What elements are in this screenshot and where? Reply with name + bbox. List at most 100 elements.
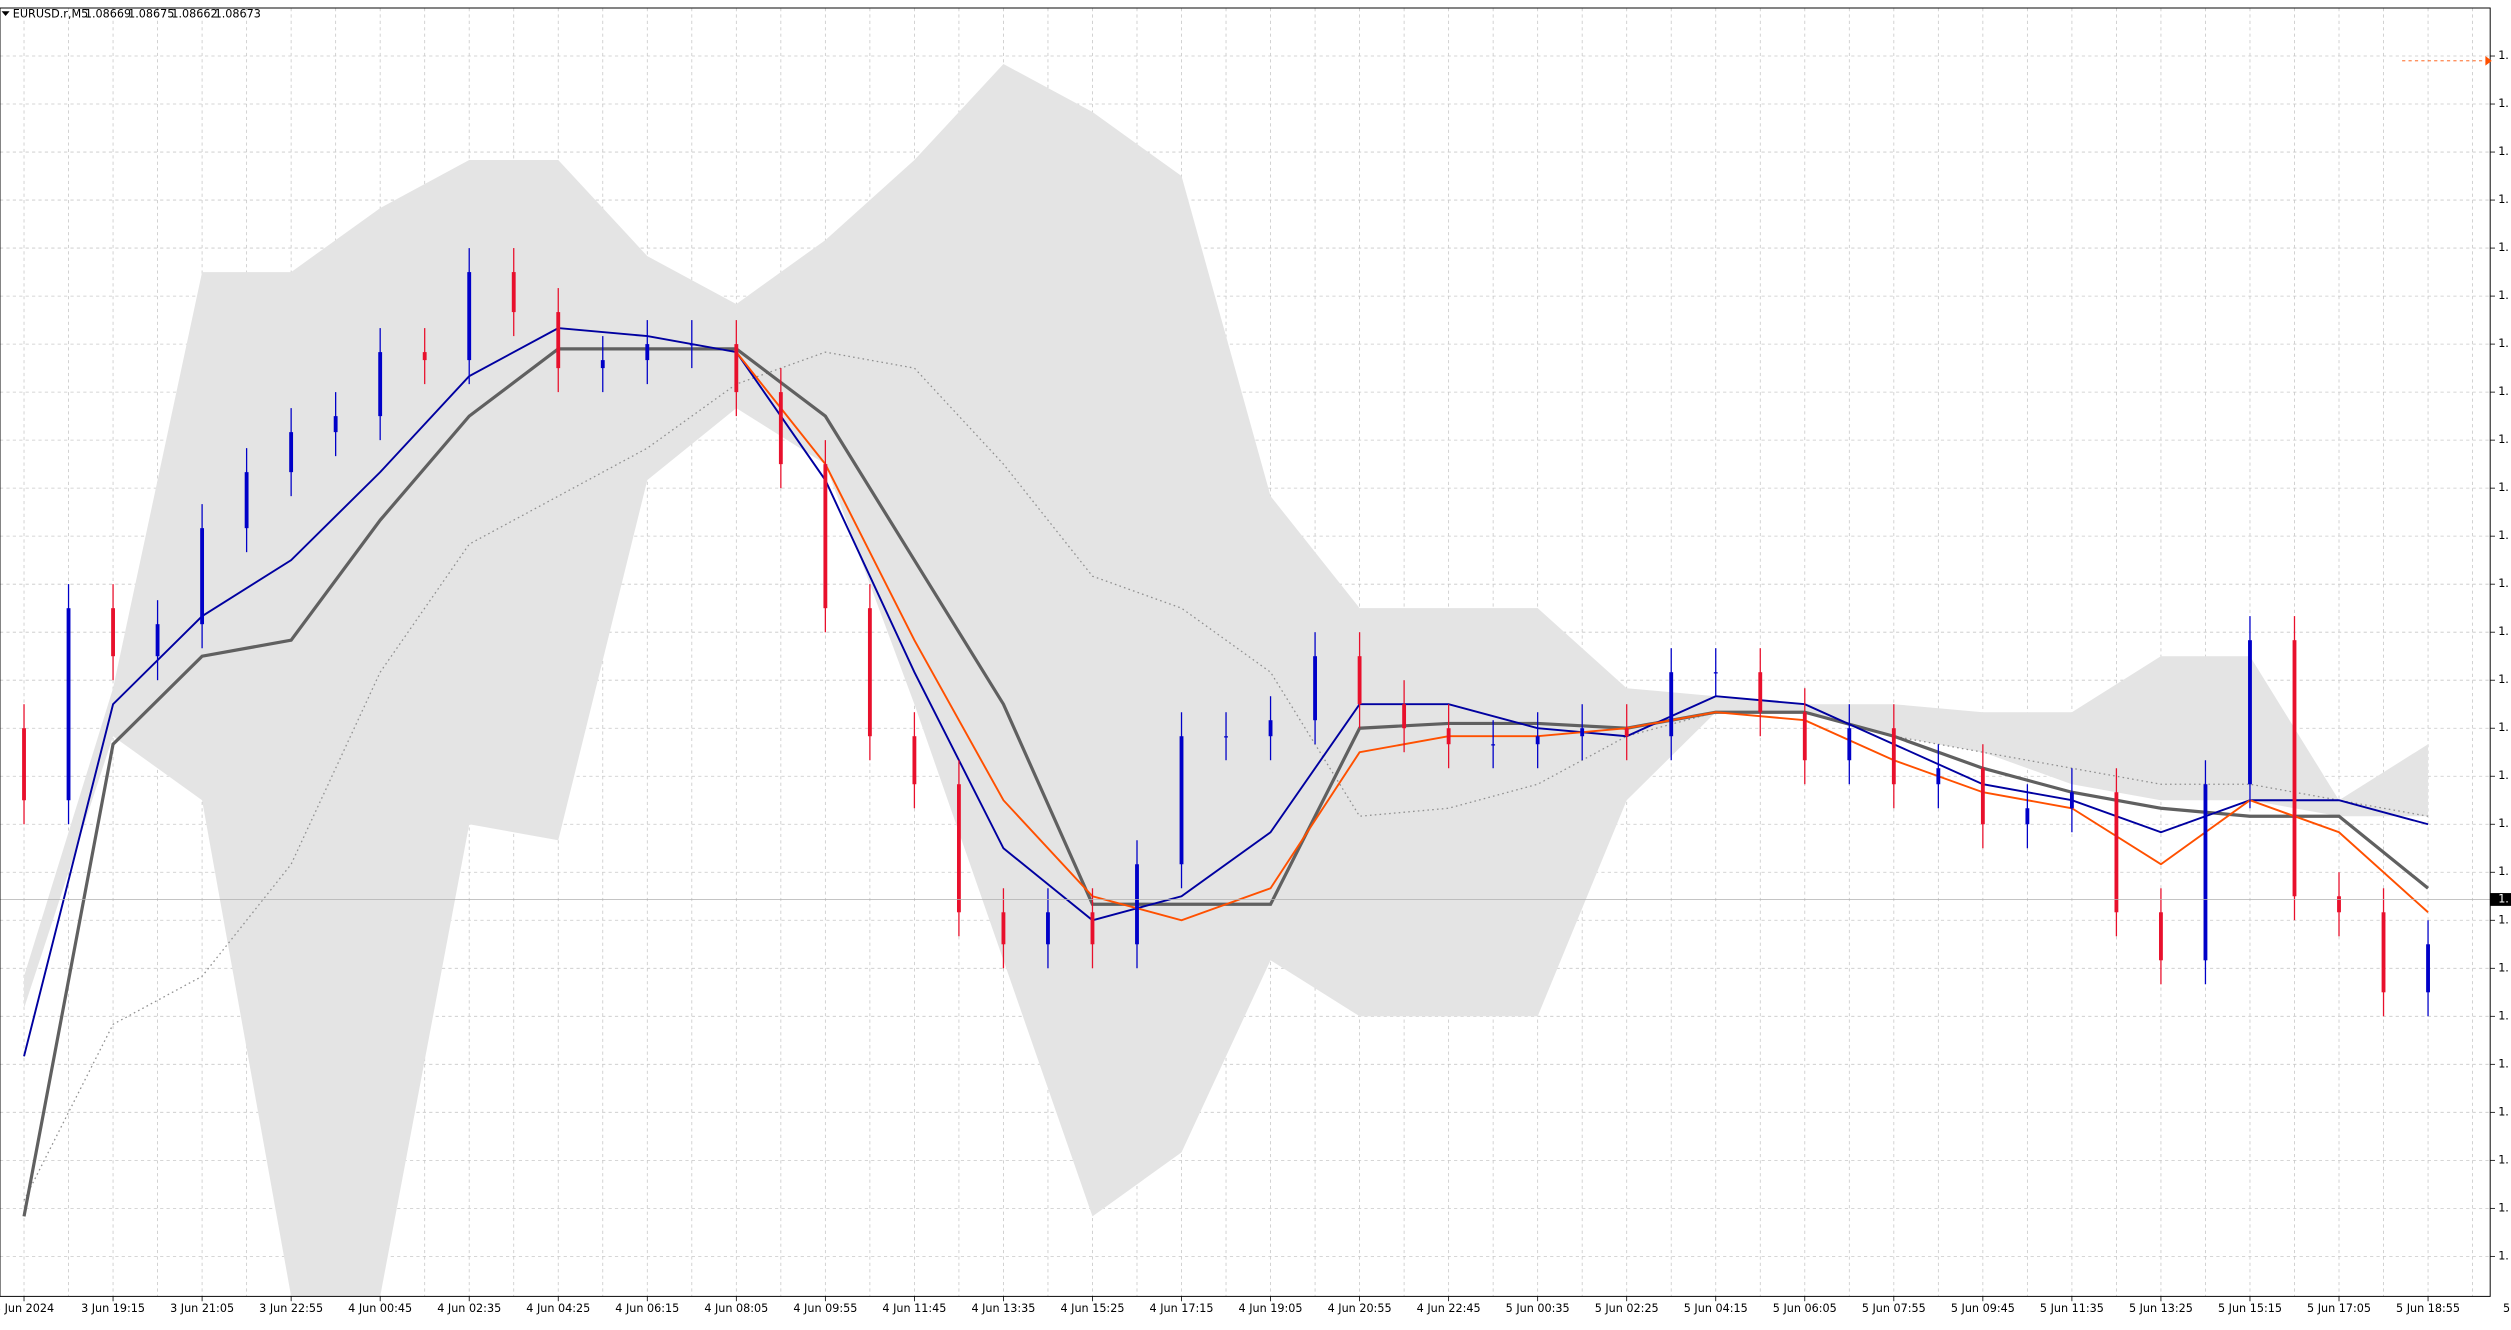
candle-body bbox=[2159, 912, 2163, 961]
candle-body bbox=[22, 728, 26, 801]
current-price-tag bbox=[2490, 893, 2511, 906]
candle-body bbox=[1847, 728, 1852, 761]
y-tick-label: 1. bbox=[2498, 817, 2509, 830]
axes: 1. 1. 1. 1. 1. 1. 1. 1. 1. 1. 1. 1. 1. 1. 1. 1. 1. 1. 1. 1.… bbox=[0, 49, 2511, 1315]
x-tick-label: 4 Jun 00:45 bbox=[348, 1302, 412, 1315]
candle-body bbox=[289, 432, 294, 473]
symbol: EURUSD.r,M5 bbox=[13, 7, 88, 20]
x-tick-label: 5 Jun 07:55 bbox=[1862, 1302, 1926, 1315]
candle-body bbox=[1936, 768, 1941, 785]
y-tick-label: 1. bbox=[2498, 913, 2509, 926]
candle-body bbox=[2426, 944, 2430, 993]
x-tick-label: 4 Jun 22:45 bbox=[1417, 1302, 1481, 1315]
x-tick-label: 4 Jun 19:05 bbox=[1239, 1302, 1303, 1315]
y-tick-label: 1. bbox=[2498, 337, 2509, 350]
y-tick-label: 1. bbox=[2498, 1057, 2509, 1070]
y-tick-label: 1. bbox=[2498, 97, 2509, 110]
y-tick-label: 1. bbox=[2498, 721, 2509, 734]
y-tick-label: 1. bbox=[2498, 289, 2509, 302]
x-tick-label: 5 Jun 04:15 bbox=[1684, 1302, 1748, 1315]
candle-body bbox=[1624, 728, 1629, 737]
candle-body bbox=[823, 464, 828, 609]
cloud bbox=[24, 64, 2429, 1297]
candle-body bbox=[1268, 720, 1273, 737]
candle-body bbox=[467, 272, 472, 361]
candle-body bbox=[1491, 744, 1496, 746]
candle-body bbox=[2069, 792, 2074, 809]
candle-body bbox=[155, 624, 160, 657]
y-tick-label: 1. bbox=[2498, 433, 2509, 446]
candle-body bbox=[1446, 728, 1451, 745]
y-tick-label: 1. bbox=[2498, 673, 2509, 686]
menu-arrow[interactable] bbox=[1, 11, 10, 17]
candle-body bbox=[556, 312, 561, 369]
candle-body bbox=[2248, 640, 2252, 785]
candle-body bbox=[1046, 912, 1050, 945]
candle-body bbox=[956, 784, 961, 913]
level-marker bbox=[2485, 56, 2492, 66]
candle-body bbox=[867, 608, 872, 737]
y-tick-label: 1. bbox=[2498, 193, 2509, 206]
x-tick-label: 5 Jun 09:45 bbox=[1951, 1302, 2015, 1315]
y-tick-label: 1. bbox=[2498, 1105, 2509, 1118]
candle-body bbox=[1980, 768, 1985, 825]
candle-body bbox=[1179, 736, 1184, 865]
plot-border bbox=[0, 7, 2491, 1297]
y-tick-label: 1. bbox=[2498, 769, 2509, 782]
x-tick-label: 4 Jun 08:05 bbox=[704, 1302, 768, 1315]
y-tick-label: 1. bbox=[2498, 577, 2509, 590]
header: EURUSD.r,M5 1.08669 1.08675 1.08662 1.08… bbox=[1, 7, 261, 20]
plot-area bbox=[0, 64, 2491, 1297]
ohlc-low: 1.08662 bbox=[171, 7, 217, 20]
x-tick-label: 4 Jun 20:55 bbox=[1328, 1302, 1392, 1315]
candle-body bbox=[1001, 912, 1006, 945]
x-tick-label: 5 Jun 18:55 bbox=[2396, 1302, 2460, 1315]
candle-body bbox=[600, 360, 605, 369]
y-tick-label: 1. bbox=[2498, 865, 2509, 878]
y-tick-label: 1. bbox=[2498, 481, 2509, 494]
candle-body bbox=[1224, 736, 1228, 738]
candle-body bbox=[378, 352, 383, 417]
candle-body bbox=[200, 528, 205, 625]
ohlc-high: 1.08675 bbox=[128, 7, 174, 20]
x-tick-label: 5 Jun 11:35 bbox=[2040, 1302, 2104, 1315]
x-tick-label: 4 Jun 11:45 bbox=[882, 1302, 946, 1315]
current-price-label: 1. bbox=[2498, 892, 2509, 905]
x-tick-label: 4 Jun 09:55 bbox=[793, 1302, 857, 1315]
x-tick-label: 5 Jun 00:35 bbox=[1506, 1302, 1570, 1315]
x-tick-label: 3 Jun 22:55 bbox=[259, 1302, 323, 1315]
candle-body bbox=[1535, 736, 1540, 745]
x-tick-label: 4 Jun 17:15 bbox=[1150, 1302, 1214, 1315]
candle-body bbox=[2337, 896, 2341, 913]
candle-body bbox=[66, 608, 71, 801]
candle-body bbox=[1402, 704, 1407, 729]
y-tick-label: 1. bbox=[2498, 529, 2509, 542]
ohlc-close: 1.08673 bbox=[215, 7, 261, 20]
candle-body bbox=[2381, 912, 2386, 993]
candle-body bbox=[2292, 640, 2297, 897]
x-tick-label: 5 Jun 17:05 bbox=[2307, 1302, 2371, 1315]
x-tick-label: 4 Jun 02:35 bbox=[437, 1302, 501, 1315]
candle-body bbox=[1580, 728, 1585, 737]
x-tick-label: 5 Jun 02:25 bbox=[1595, 1302, 1659, 1315]
y-tick-label: 1. bbox=[2498, 1009, 2509, 1022]
candle-body bbox=[1802, 712, 1807, 761]
x-tick-label: 4 Jun 15:25 bbox=[1060, 1302, 1124, 1315]
candle-body bbox=[1891, 728, 1896, 785]
x-tick-label: 5 Jun bbox=[2503, 1302, 2511, 1315]
ohlc-open: 1.08669 bbox=[85, 7, 131, 20]
candle-body bbox=[645, 344, 650, 361]
x-tick-label: 5 Jun 13:25 bbox=[2129, 1302, 2193, 1315]
x-tick-label: 3 Jun 2024 bbox=[0, 1302, 54, 1315]
y-tick-label: 1. bbox=[2498, 625, 2509, 638]
candle-body bbox=[111, 608, 115, 657]
y-tick-label: 1. bbox=[2498, 385, 2509, 398]
candle-body bbox=[1357, 656, 1362, 705]
y-tick-label: 1. bbox=[2498, 145, 2509, 158]
candle-body bbox=[511, 272, 516, 313]
x-tick-label: 5 Jun 15:15 bbox=[2218, 1302, 2282, 1315]
x-tick-label: 3 Jun 21:05 bbox=[170, 1302, 234, 1315]
candle-body bbox=[1758, 672, 1763, 713]
candle-body bbox=[1135, 864, 1139, 945]
